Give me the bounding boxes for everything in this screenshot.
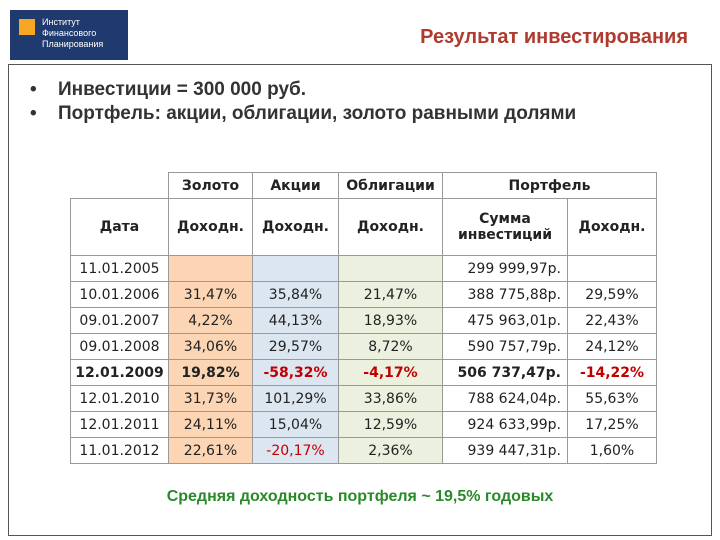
data-row: 12.01.2011 24,11% 15,04% 12,59% 924 633,99р.…	[70, 411, 657, 438]
table-cell: 506 737,47р.	[442, 359, 568, 386]
table-cell: 17,25%	[567, 411, 657, 438]
table-cell: 12.01.2009	[70, 359, 169, 386]
table-cell	[168, 255, 253, 282]
table-cell: 2,36%	[338, 437, 443, 464]
footer-note: Средняя доходность портфеля ~ 19,5% годо…	[166, 488, 554, 505]
column-header: Доходн.	[168, 198, 253, 256]
table-cell: 11.01.2012	[70, 437, 169, 464]
table-cell: 29,57%	[252, 333, 339, 360]
group-header: Облигации	[338, 172, 443, 199]
data-row: 11.01.2005 299 999,97р.	[70, 255, 657, 282]
table-cell: -4,17%	[338, 359, 443, 386]
table-cell: 34,06%	[168, 333, 253, 360]
table-cell: 12.01.2010	[70, 385, 169, 412]
table-cell	[567, 255, 657, 282]
bullet: Портфель: акции, облигации, золото равны…	[28, 102, 668, 126]
table-cell: 22,43%	[567, 307, 657, 334]
table-cell: 11.01.2005	[70, 255, 169, 282]
table-cell: 35,84%	[252, 281, 339, 308]
table-cell: -14,22%	[567, 359, 657, 386]
data-row: 09.01.2008 34,06% 29,57% 8,72% 590 757,79р. 2…	[70, 333, 657, 360]
table-cell: 590 757,79р.	[442, 333, 568, 360]
content-frame	[8, 64, 712, 536]
data-row: 11.01.2012 22,61% -20,17% 2,36% 939 447,31р.…	[70, 437, 657, 464]
logo-line: Институт	[42, 17, 80, 27]
table-cell: 101,29%	[252, 385, 339, 412]
logo: Институт Финансового Планирования	[10, 10, 128, 60]
logo-mark	[19, 19, 35, 35]
table-cell	[338, 255, 443, 282]
table-cell: 24,11%	[168, 411, 253, 438]
table-cell: 31,47%	[168, 281, 253, 308]
header-row: Дата Доходн. Доходн. Доходн. Сумма инвестици…	[70, 198, 657, 256]
table-cell: 388 775,88р.	[442, 281, 568, 308]
table-cell: 12,59%	[338, 411, 443, 438]
bullet: Инвестиции = 300 000 руб.	[28, 78, 668, 102]
column-header: Доходн.	[252, 198, 339, 256]
table-cell: -20,17%	[252, 437, 339, 464]
table-cell: 924 633,99р.	[442, 411, 568, 438]
logo-text: Институт Финансового Планирования	[42, 17, 103, 50]
table-cell: 09.01.2008	[70, 333, 169, 360]
column-header: Дата	[70, 198, 169, 256]
table-cell: -58,32%	[252, 359, 339, 386]
group-header: Акции	[252, 172, 339, 199]
column-header: Доходн.	[338, 198, 443, 256]
table-cell: 15,04%	[252, 411, 339, 438]
data-row: 09.01.2007 4,22% 44,13% 18,93% 475 963,01р. 2…	[70, 307, 657, 334]
group-row: Золото Акции Облигации Портфель	[70, 172, 657, 199]
table-cell: 10.01.2006	[70, 281, 169, 308]
data-row: 12.01.2010 31,73% 101,29% 33,86% 788 624,04р…	[70, 385, 657, 412]
group-header: Портфель	[442, 172, 657, 199]
table-cell: 18,93%	[338, 307, 443, 334]
table-cell: 19,82%	[168, 359, 253, 386]
table-cell: 31,73%	[168, 385, 253, 412]
table-cell: 22,61%	[168, 437, 253, 464]
table-cell: 21,47%	[338, 281, 443, 308]
column-header: Доходн.	[567, 198, 657, 256]
logo-line: Финансового	[42, 28, 97, 38]
table-cell: 24,12%	[567, 333, 657, 360]
bullet-list: Инвестиции = 300 000 руб. Портфель: акци…	[28, 78, 668, 126]
table-cell: 33,86%	[338, 385, 443, 412]
logo-line: Планирования	[42, 39, 104, 49]
table-cell: 939 447,31р.	[442, 437, 568, 464]
empty-cell	[70, 172, 169, 199]
results-table: Золото Акции Облигации Портфель Дата Доходн. Д…	[70, 172, 657, 464]
table-cell: 55,63%	[567, 385, 657, 412]
table-cell: 4,22%	[168, 307, 253, 334]
table-cell: 1,60%	[567, 437, 657, 464]
table-cell: 29,59%	[567, 281, 657, 308]
table-cell: 12.01.2011	[70, 411, 169, 438]
table-cell: 44,13%	[252, 307, 339, 334]
table-cell: 475 963,01р.	[442, 307, 568, 334]
data-row: 10.01.2006 31,47% 35,84% 21,47% 388 775,88р.…	[70, 281, 657, 308]
table-cell: 299 999,97р.	[442, 255, 568, 282]
table-cell: 09.01.2007	[70, 307, 169, 334]
slide-title: Результат инвестирования	[420, 26, 688, 48]
data-row: 12.01.2009 19,82% -58,32% -4,17% 506 737,47р…	[70, 359, 657, 386]
table-cell: 8,72%	[338, 333, 443, 360]
table-cell: 788 624,04р.	[442, 385, 568, 412]
column-header: Сумма инвестиций	[442, 198, 568, 256]
table-cell	[252, 255, 339, 282]
group-header: Золото	[168, 172, 253, 199]
